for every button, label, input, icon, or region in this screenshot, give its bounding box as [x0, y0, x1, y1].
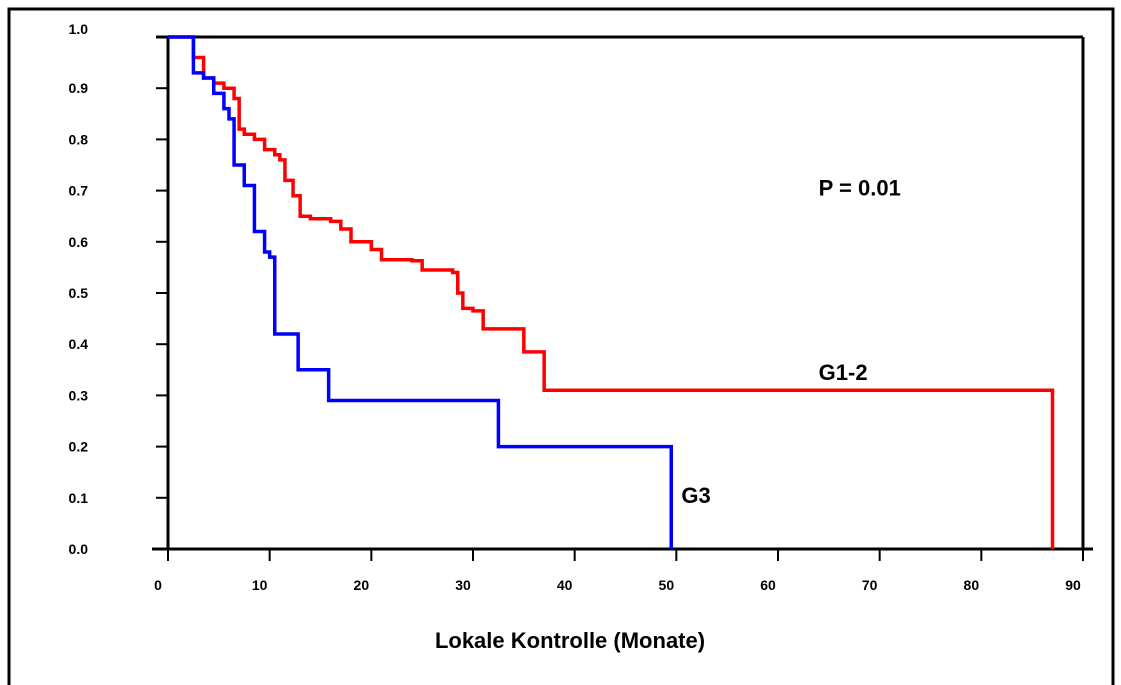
x-tick-label: 30: [455, 577, 471, 593]
x-tick-label: 90: [1065, 577, 1081, 593]
y-axis: 0.0 0.1 0.2 0.3 0.4 0.5 0.6 0.7 0.8 0.9 1.0: [69, 21, 170, 557]
x-tick-label: 40: [557, 577, 573, 593]
series-label: G1-2: [819, 360, 868, 385]
y-tick-label: 1.0: [69, 21, 89, 37]
x-tick-label: 80: [964, 577, 980, 593]
y-tick-label: 0.8: [69, 131, 89, 147]
y-tick-label: 0.7: [69, 183, 89, 199]
series-line-g1-2: [168, 35, 1055, 549]
series-layer: [168, 35, 1055, 549]
x-axis-title: Lokale Kontrolle (Monate): [435, 628, 705, 653]
y-tick-label: 0.5: [69, 285, 89, 301]
x-tick-label: 0: [154, 577, 162, 593]
y-tick-label: 0.9: [69, 80, 89, 96]
outer-frame: [7, 7, 1115, 685]
y-tick-label: 0.3: [69, 387, 89, 403]
x-tick-label: 70: [862, 577, 878, 593]
x-tick-label: 20: [354, 577, 370, 593]
plot-box: [156, 35, 1085, 549]
y-tick-label: 0.1: [69, 490, 89, 506]
labels-layer: G1-2 G3 P = 0.01: [681, 176, 900, 508]
p-value-annotation: P = 0.01: [819, 176, 901, 201]
y-tick-label: 0.4: [69, 336, 89, 352]
series-line-g3: [168, 35, 673, 549]
series-label: G3: [681, 483, 710, 508]
x-axis: 0 10 20 30 40 50 60 70 80 90: [152, 547, 1093, 593]
x-tick-label: 60: [760, 577, 776, 593]
x-tick-label: 50: [659, 577, 675, 593]
y-tick-label: 0.6: [69, 234, 89, 250]
x-tick-label: 10: [252, 577, 268, 593]
y-tick-label: 0.0: [69, 541, 89, 557]
y-tick-label: 0.2: [69, 439, 89, 455]
